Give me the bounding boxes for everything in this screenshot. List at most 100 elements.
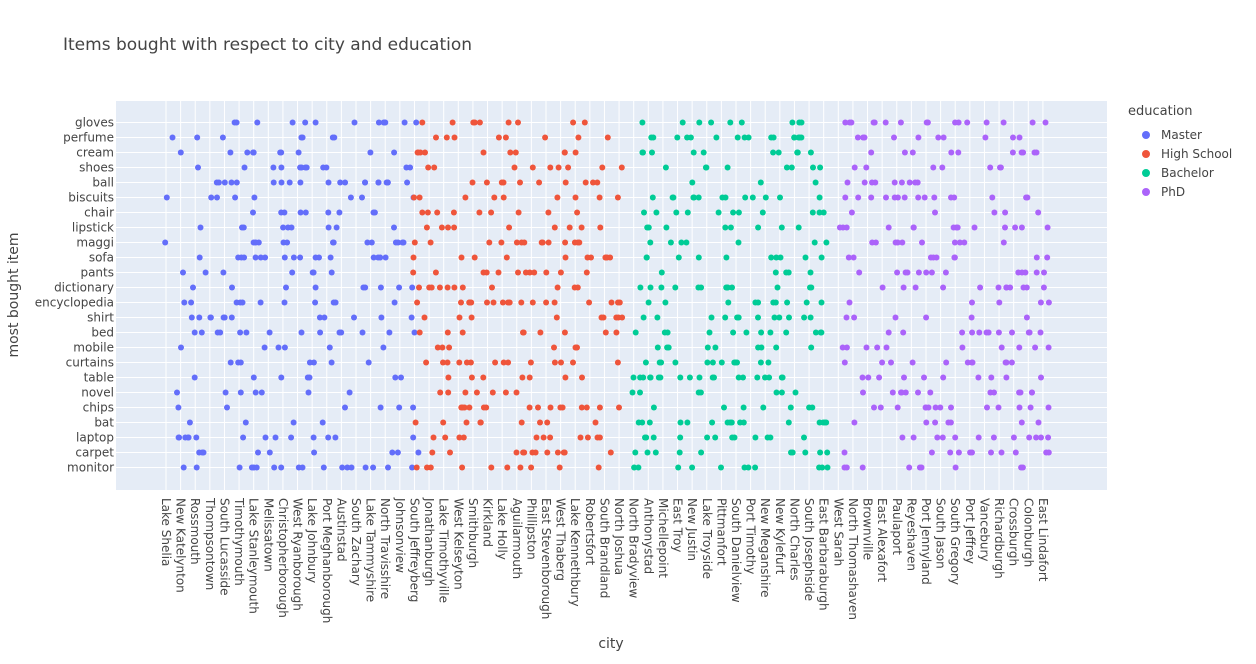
- scatter-point: [709, 359, 716, 366]
- scatter-point: [462, 194, 469, 201]
- scatter-point: [520, 329, 527, 336]
- scatter-point: [871, 404, 877, 411]
- scatter-point: [637, 374, 644, 381]
- scatter-point: [450, 209, 457, 216]
- scatter-point: [807, 284, 813, 291]
- scatter-point: [208, 194, 215, 201]
- scatter-point: [771, 314, 778, 321]
- scatter-point: [583, 404, 590, 411]
- scatter-point: [370, 464, 377, 471]
- scatter-point: [1020, 149, 1027, 156]
- scatter-point: [1033, 269, 1040, 276]
- scatter-point: [915, 194, 922, 201]
- x-tick-label: Port Timothy: [744, 498, 758, 574]
- scatter-point: [235, 359, 242, 366]
- scatter-point: [411, 239, 418, 246]
- legend-label: PhD: [1161, 184, 1186, 199]
- scatter-point: [712, 344, 719, 351]
- scatter-point: [428, 284, 435, 291]
- scatter-point: [295, 149, 302, 156]
- y-tick-label: lipstick: [72, 221, 114, 235]
- x-tick-label: Thompsontown: [203, 497, 217, 590]
- scatter-point: [1009, 149, 1016, 156]
- scatter-point: [370, 254, 377, 261]
- scatter-point: [891, 179, 898, 186]
- scatter-point: [483, 179, 490, 186]
- scatter-point: [952, 119, 959, 126]
- scatter-point: [490, 299, 497, 306]
- scatter-point: [220, 269, 227, 276]
- scatter-point: [735, 239, 742, 246]
- scatter-point: [943, 359, 950, 366]
- scatter-point: [650, 434, 657, 441]
- legend-item[interactable]: High School: [1128, 144, 1232, 163]
- scatter-point: [515, 269, 521, 276]
- y-axis-label: most bought item: [6, 232, 22, 357]
- scatter-point: [586, 299, 593, 306]
- scatter-point: [483, 269, 490, 276]
- scatter-point: [642, 359, 649, 366]
- scatter-point: [768, 254, 775, 261]
- scatter-point: [317, 329, 324, 336]
- scatter-point: [812, 329, 819, 336]
- scatter-point: [595, 464, 602, 471]
- legend-item[interactable]: PhD: [1128, 182, 1232, 201]
- scatter-point: [1016, 344, 1023, 351]
- scatter-point: [502, 389, 509, 396]
- scatter-point: [332, 434, 339, 441]
- scatter-point: [214, 194, 220, 201]
- scatter-point: [196, 254, 203, 261]
- y-tick-label: ball: [92, 176, 114, 190]
- x-tick-label: South Lucasside: [217, 498, 231, 596]
- x-tick-label: Kirkland: [481, 498, 495, 547]
- x-tick-label: Lake Shelia: [159, 498, 173, 566]
- scatter-point: [922, 404, 929, 411]
- legend-title: education: [1128, 104, 1193, 119]
- scatter-point: [882, 119, 889, 126]
- scatter-point: [892, 314, 899, 321]
- legend-item[interactable]: Master: [1128, 125, 1232, 144]
- scatter-point: [583, 269, 590, 276]
- scatter-point: [456, 314, 463, 321]
- scatter-point: [802, 254, 809, 261]
- scatter-point: [1008, 359, 1015, 366]
- scatter-point: [885, 224, 892, 231]
- scatter-point: [484, 299, 490, 306]
- scatter-point: [637, 389, 643, 396]
- scatter-point: [784, 299, 791, 306]
- scatter-point: [1016, 134, 1023, 141]
- scatter-point: [997, 164, 1004, 171]
- scatter-point: [915, 134, 922, 141]
- scatter-point: [542, 134, 549, 141]
- x-tick-label: Robertsfort: [583, 498, 597, 566]
- scatter-point: [859, 464, 866, 471]
- scatter-point: [544, 419, 551, 426]
- scatter-point: [584, 254, 591, 261]
- scatter-point: [976, 329, 983, 336]
- scatter-point: [839, 344, 846, 351]
- scatter-point: [967, 449, 974, 456]
- scatter-point: [859, 374, 866, 381]
- scatter-point: [807, 314, 814, 321]
- scatter-point: [891, 134, 897, 141]
- scatter-point: [348, 464, 355, 471]
- scatter-point: [476, 119, 483, 126]
- scatter-point: [419, 209, 426, 216]
- legend-items: Master High School Bachelor PhD: [1128, 125, 1232, 201]
- scatter-point: [614, 359, 621, 366]
- scatter-point: [843, 344, 850, 351]
- scatter-point: [562, 254, 569, 261]
- scatter-point: [229, 284, 235, 291]
- scatter-point: [683, 239, 690, 246]
- scatter-point: [252, 389, 259, 396]
- legend-item[interactable]: Bachelor: [1128, 163, 1232, 182]
- scatter-point: [415, 449, 422, 456]
- scatter-point: [309, 269, 316, 276]
- scatter-point: [722, 314, 729, 321]
- scatter-point: [368, 239, 375, 246]
- scatter-point: [362, 179, 369, 186]
- scatter-point: [224, 404, 230, 411]
- scatter-point: [342, 404, 348, 411]
- scatter-point: [468, 299, 475, 306]
